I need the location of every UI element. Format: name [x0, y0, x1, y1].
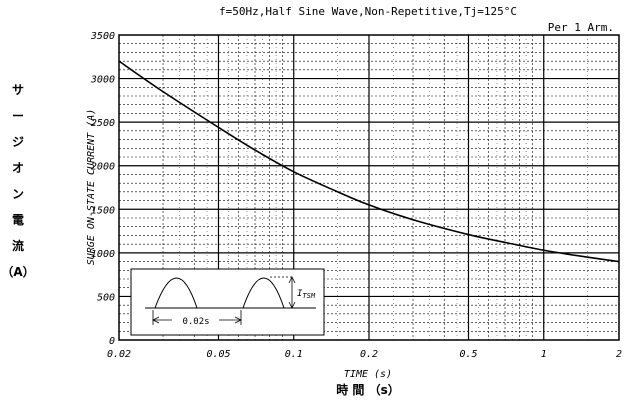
inset-itsm-subscript: TSM [302, 292, 315, 300]
y-axis-label-jp-char: サ [12, 83, 24, 97]
waveform-inset: ITSM 0.02s [130, 268, 325, 336]
y-axis-label-jp-char: ジ [12, 135, 24, 149]
y-tick-label: 1000 [91, 249, 115, 260]
y-tick-label: 1500 [91, 205, 115, 216]
chart-title: f=50Hz,Half Sine Wave,Non-Repetitive,Tj=… [219, 5, 517, 18]
y-axis-label-jp-char: オ [12, 161, 24, 175]
x-axis-label: TIME (s) [344, 369, 392, 380]
y-tick-label: 2000 [91, 162, 115, 173]
inset-itsm-arrowhead-top [288, 276, 296, 284]
inset-period-label: 0.02s [182, 317, 209, 327]
x-tick-label: 0.02 [107, 349, 131, 360]
x-axis-label-jp: 時 間 （s） [336, 382, 400, 397]
plot-frame [118, 34, 620, 341]
x-tick-label: 0.05 [206, 349, 230, 360]
y-axis-label-jp-char: （A） [1, 264, 34, 279]
y-axis-label-jp-char: 流 [12, 238, 24, 253]
inset-itsm-arrowhead-bottom [288, 301, 296, 309]
y-tick-label: 2500 [91, 118, 115, 129]
series-layer [118, 60, 620, 263]
inset-box [130, 268, 325, 336]
y-tick-label: 3500 [90, 31, 115, 42]
y-axis-label-jp-char: ー [12, 109, 24, 123]
x-tick-label: 2 [616, 349, 622, 360]
major-grid [119, 35, 619, 340]
inset-pulse-2 [242, 277, 285, 309]
x-tick-label: 1 [541, 349, 547, 360]
inset-itsm-main: I [297, 289, 303, 299]
y-axis-label-jp-char: ン [12, 187, 24, 201]
y-tick-label: 3000 [90, 75, 115, 86]
surge-current-curve [118, 60, 620, 263]
x-tick-label: 0.2 [360, 349, 378, 360]
inset-period-arrowhead-right [234, 316, 242, 324]
inset-period-arrowhead-left [152, 316, 160, 324]
inset-pulse-1 [154, 277, 198, 309]
y-tick-label: 500 [97, 292, 115, 303]
chart-subtitle: Per 1 Arm. [548, 21, 614, 34]
x-tick-labels: 0.02 0.05 0.1 0.2 0.5 1 2 [107, 349, 622, 360]
y-axis-label-jp-char: 電 [12, 213, 24, 227]
y-tick-labels: 0 500 1000 1500 2000 2500 3000 3500 [90, 31, 115, 347]
x-tick-label: 0.5 [459, 349, 477, 360]
y-tick-label: 0 [109, 336, 115, 347]
x-tick-label: 0.1 [285, 349, 303, 360]
inset-itsm-label: ITSM [297, 289, 316, 300]
y-axis-label: SURGE ON-STATE CURRENT (A) [86, 109, 97, 266]
